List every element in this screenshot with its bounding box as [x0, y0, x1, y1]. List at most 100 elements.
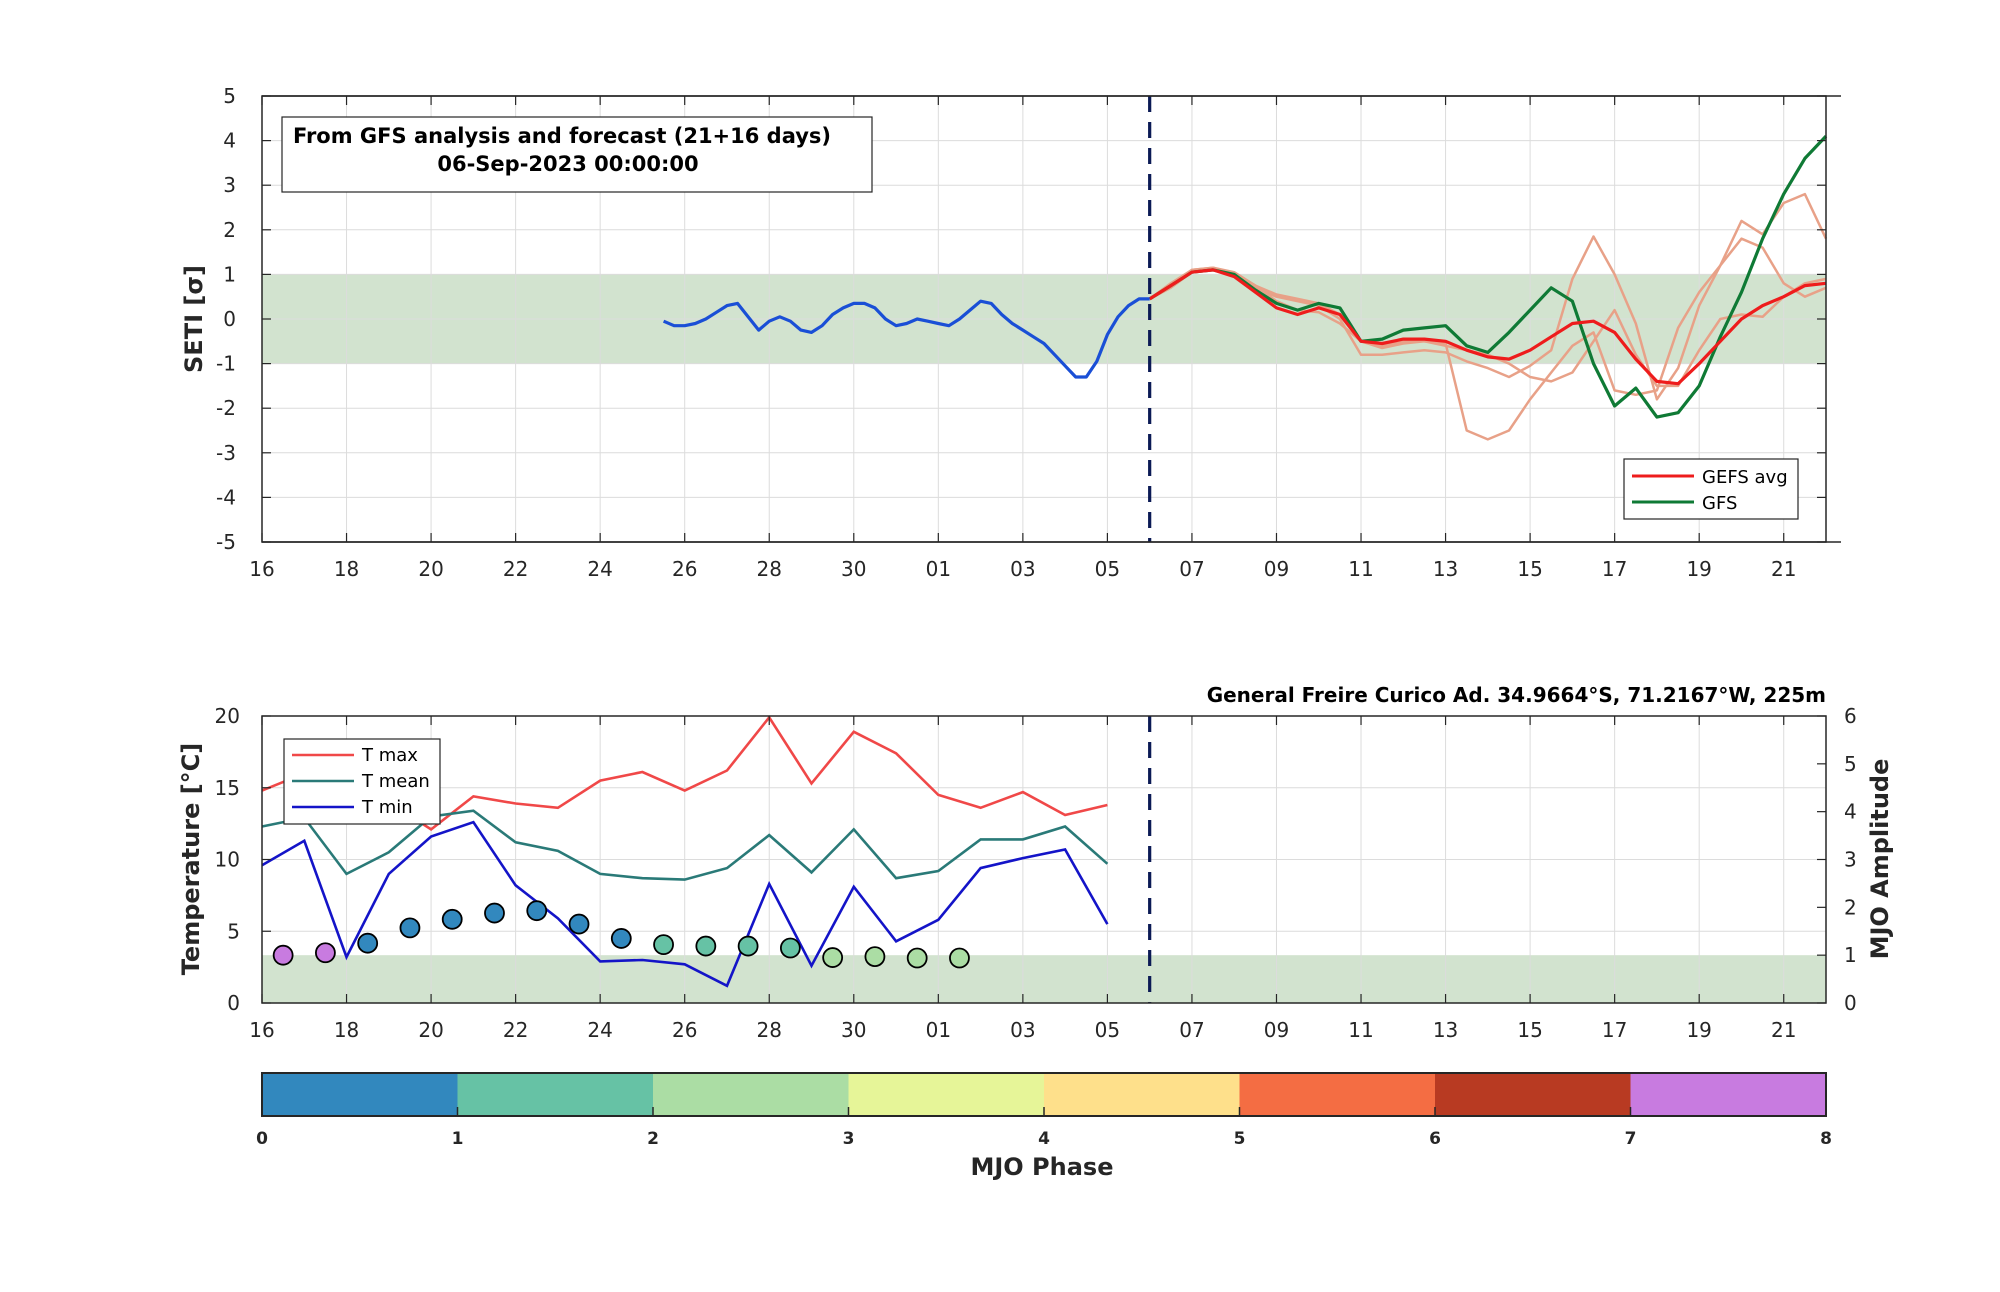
seti-ticks: 16 18 20 22 24 26 28 30 01 03 05 07 09 11 13 15 17 19 2154…	[216, 84, 1841, 581]
colorbar-segment-phase-0	[262, 1073, 458, 1116]
seti-y-tick-label: -3	[216, 441, 236, 465]
temp-x-tick-label: 21	[1771, 1018, 1796, 1042]
temp-x-tick-label: 18	[334, 1018, 359, 1042]
mjo-points	[272, 900, 970, 969]
seti-x-tick-label: 22	[503, 557, 528, 581]
mjo-point	[484, 902, 505, 924]
temp-x-tick-label: 22	[503, 1018, 528, 1042]
legend-label-tmax: T max	[361, 745, 418, 766]
temperature-panel: 16 18 20 22 24 26 28 30 01 03 05 07 09 11 13 15 17 19 2120…	[177, 683, 1894, 1042]
mjo-point	[864, 946, 886, 968]
seti-x-tick-label: 03	[1010, 557, 1035, 581]
mjo-point	[949, 947, 970, 969]
seti-x-tick-label: 26	[672, 557, 697, 581]
colorbar-tick-label: 4	[1038, 1129, 1050, 1149]
seti-x-tick-label: 07	[1179, 557, 1204, 581]
mjo-point	[399, 917, 421, 939]
mjo-amp-tick-label: 2	[1844, 895, 1857, 919]
temp-series-2	[261, 820, 1109, 988]
temp-x-tick-label: 11	[1348, 1018, 1373, 1042]
legend-label-gefs-avg: GEFS avg	[1702, 467, 1788, 488]
temp-x-tick-label: 19	[1686, 1018, 1711, 1042]
colorbar-segment-phase-2	[653, 1073, 849, 1116]
seti-y-tick-label: -4	[216, 485, 236, 509]
mjo-phase-colorbar: 0 1 2 3 4 5 6 7 8	[256, 1072, 1832, 1149]
temp-y-tick-label: 20	[215, 704, 240, 728]
mjo-point	[737, 935, 759, 957]
seti-y-tick-label: 5	[223, 84, 236, 108]
seti-x-tick-label: 05	[1095, 557, 1120, 581]
mjo-point	[653, 934, 674, 956]
seti-y-tick-label: -2	[216, 396, 236, 420]
seti-y-tick-label: -1	[216, 352, 236, 376]
colorbar-segment-phase-4	[1044, 1073, 1240, 1116]
colorbar-tick-label: 2	[647, 1129, 659, 1149]
seti-legend: GEFS avg GFS	[1623, 458, 1799, 520]
legend-label-tmin: T min	[361, 797, 413, 818]
temp-x-tick-label: 09	[1264, 1018, 1289, 1042]
seti-y-tick-label: 0	[223, 307, 236, 331]
seti-y-tick-label: 3	[223, 173, 236, 197]
mjo-phase-label: MJO Phase	[970, 1153, 1113, 1181]
mjo-amp-tick-label: 1	[1844, 943, 1857, 967]
temp-x-tick-label: 24	[587, 1018, 612, 1042]
seti-series	[662, 135, 1828, 441]
colorbar-tick-label: 6	[1429, 1129, 1441, 1149]
temperature-ticks: 16 18 20 22 24 26 28 30 01 03 05 07 09 11 13 15 17 19 2120…	[215, 704, 1857, 1042]
temp-x-tick-label: 01	[926, 1018, 951, 1042]
seti-x-tick-label: 20	[418, 557, 443, 581]
seti-x-tick-label: 01	[926, 557, 951, 581]
colorbar-segment-phase-6	[1435, 1073, 1631, 1116]
temp-series-1	[261, 809, 1109, 881]
colorbar-segment-phase-3	[848, 1073, 1045, 1116]
seti-series-mean-4	[1148, 268, 1827, 386]
seti-y-tick-label: -5	[216, 530, 236, 554]
mjo-point	[779, 937, 801, 959]
legend-label-gfs: GFS	[1702, 493, 1737, 514]
mjo-point	[357, 932, 379, 954]
temperature-y-axis-label: Temperature [°C]	[177, 743, 205, 976]
temp-x-tick-label: 05	[1095, 1018, 1120, 1042]
temperature-legend: T max T mean T min	[283, 738, 441, 825]
mjo-point	[526, 900, 548, 922]
seti-series-analysis-0	[662, 297, 1150, 379]
seti-y-tick-label: 4	[223, 129, 236, 153]
seti-x-tick-label: 16	[249, 557, 274, 581]
mjo-amp-tick-label: 4	[1844, 800, 1857, 824]
info-box-line1: From GFS analysis and forecast (21+16 da…	[293, 124, 831, 148]
mjo-point	[610, 928, 632, 949]
seti-x-tick-label: 11	[1348, 557, 1373, 581]
mjo-amp-tick-label: 0	[1844, 991, 1857, 1015]
mjo-point	[568, 913, 590, 935]
seti-x-tick-label: 24	[587, 557, 612, 581]
seti-x-tick-label: 28	[757, 557, 782, 581]
temp-y-tick-label: 10	[215, 848, 240, 872]
info-box: From GFS analysis and forecast (21+16 da…	[281, 116, 873, 193]
temp-y-tick-label: 0	[227, 991, 240, 1015]
mjo-point	[441, 908, 463, 930]
seti-series-member-2	[1148, 192, 1828, 441]
colorbar-tick-label: 0	[256, 1129, 268, 1149]
station-label: General Freire Curico Ad. 34.9664°S, 71.…	[1207, 683, 1826, 707]
temp-x-tick-label: 28	[757, 1018, 782, 1042]
temp-x-tick-label: 16	[249, 1018, 274, 1042]
temp-x-tick-label: 15	[1517, 1018, 1542, 1042]
info-box-line2: 06-Sep-2023 00:00:00	[437, 152, 698, 176]
temp-x-tick-label: 07	[1179, 1018, 1204, 1042]
seti-x-tick-label: 17	[1602, 557, 1627, 581]
mjo-point	[695, 935, 717, 957]
seti-y-axis-label: SETI [σ]	[180, 265, 208, 373]
temp-y-tick-label: 5	[227, 919, 240, 943]
colorbar-tick-label: 3	[843, 1129, 855, 1149]
mjo-amplitude-axis-label: MJO Amplitude	[1866, 759, 1894, 960]
seti-series-deterministic-5	[1148, 135, 1828, 419]
seti-x-tick-label: 18	[334, 557, 359, 581]
mjo-point	[272, 944, 294, 966]
temp-x-tick-label: 20	[418, 1018, 443, 1042]
temp-y-tick-label: 15	[215, 776, 240, 800]
seti-x-tick-label: 21	[1771, 557, 1796, 581]
mjo-amp-tick-label: 3	[1844, 848, 1857, 872]
mjo-point	[315, 942, 336, 964]
colorbar-tick-label: 7	[1625, 1129, 1637, 1149]
